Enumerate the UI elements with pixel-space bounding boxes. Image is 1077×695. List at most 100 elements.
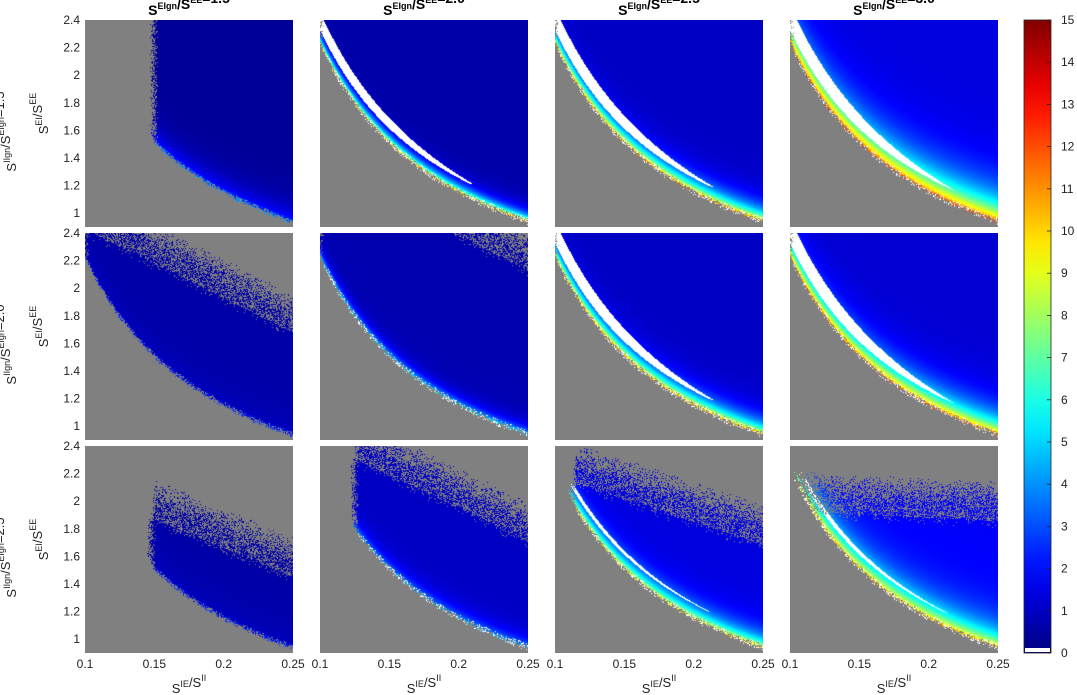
y-tick-label: 1 — [73, 419, 80, 433]
heatmap-cells — [85, 20, 293, 227]
heatmap-cells — [85, 233, 293, 440]
y-tick-label: 1.2 — [63, 392, 80, 406]
colorbar-tick-label: 6 — [1061, 393, 1068, 407]
y-tick-label: 2 — [73, 68, 80, 82]
colorbar-tick-label: 11 — [1061, 182, 1074, 196]
panel-r1-c4 — [790, 20, 998, 227]
colorbar-tick-label: 8 — [1061, 308, 1068, 322]
x-tick-label: 0.25 — [986, 657, 1010, 671]
colorbar-tick-label: 0 — [1061, 646, 1068, 660]
column-title: SEIgn/SEE=2.0 — [383, 0, 465, 18]
y-tick-label: 2.4 — [63, 439, 80, 453]
y-tick-label: 1.2 — [63, 605, 80, 619]
y-tick-label: 1.4 — [63, 151, 80, 165]
colorbar-tick-label: 10 — [1061, 224, 1075, 238]
heatmap-cells — [790, 20, 998, 227]
y-tick-label: 1.8 — [63, 309, 80, 323]
colorbar-tick-label: 1 — [1061, 604, 1068, 618]
x-tick-label: 0.2 — [450, 657, 467, 671]
heatmap-cells — [320, 446, 528, 653]
x-tick-label: 0.2 — [920, 657, 937, 671]
panel-r2-c2 — [320, 233, 528, 440]
x-tick-label: 0.1 — [77, 657, 94, 671]
heatmap-cells — [320, 233, 528, 440]
y-tick-label: 1.8 — [63, 522, 80, 536]
ticks-layer: 1 1.2 1.4 1.6 1.8 2 2.2 2.4 1 1.2 1.4 1.6 1.8 2 2.2 2.4… — [63, 13, 1010, 671]
colorbar-tick-label: 2 — [1061, 562, 1068, 576]
y-axis-label: SEI/SEE — [28, 519, 51, 561]
panel-r2-c1 — [85, 233, 293, 440]
panel-r3-c2 — [320, 446, 528, 653]
panel-r1-c3 — [555, 20, 763, 227]
y-tick-label: 1.6 — [63, 123, 80, 137]
colorbar-tick-label: 12 — [1061, 140, 1075, 154]
colorbar-white-band — [1025, 648, 1050, 652]
x-axis-label: SIE/SII — [407, 673, 442, 695]
y-axis-label: SEI/SEE — [28, 306, 51, 348]
x-tick-label: 0.2 — [215, 657, 232, 671]
colorbar-tick-label: 7 — [1061, 351, 1068, 365]
y-tick-label: 2 — [73, 494, 80, 508]
row-title: SIIgn/SEIgn=1.5 — [0, 91, 19, 171]
colorbar-tick-label: 15 — [1061, 13, 1075, 27]
y-tick-label: 2.4 — [63, 13, 80, 27]
panels-layer — [85, 20, 998, 653]
y-tick-label: 2.2 — [63, 254, 80, 268]
x-tick-label: 0.25 — [281, 657, 305, 671]
colorbar-tick-label: 4 — [1061, 477, 1068, 491]
y-tick-label: 2.2 — [63, 467, 80, 481]
x-tick-label: 0.15 — [613, 657, 637, 671]
x-tick-label: 0.25 — [751, 657, 775, 671]
x-tick-label: 0.1 — [782, 657, 799, 671]
y-tick-label: 1.6 — [63, 549, 80, 563]
x-tick-label: 0.15 — [143, 657, 167, 671]
y-axis-label: SEI/SEE — [28, 93, 51, 135]
y-tick-label: 2.4 — [63, 226, 80, 240]
y-tick-label: 1 — [73, 632, 80, 646]
y-tick-label: 1.4 — [63, 577, 80, 591]
colorbar-gradient — [1023, 19, 1052, 654]
x-tick-label: 0.1 — [312, 657, 329, 671]
x-tick-label: 0.15 — [378, 657, 402, 671]
panel-r3-c3 — [555, 446, 763, 653]
x-axis-label: SIE/SII — [877, 673, 912, 695]
row-title: SIIgn/SEIgn=2.5 — [0, 517, 19, 597]
panel-r3-c1 — [85, 446, 293, 653]
titles-layer: SEIgn/SEE=1.5 SEIgn/SEE=2.0 SEIgn/SEE=2.5 S… — [0, 0, 935, 695]
x-tick-label: 0.25 — [516, 657, 540, 671]
heatmap-cells — [555, 233, 763, 440]
heatmap-cells — [555, 20, 763, 227]
y-tick-label: 1.8 — [63, 96, 80, 110]
panel-r1-c1 — [85, 20, 293, 227]
heatmap-cells — [85, 446, 293, 653]
panel-r3-c4 — [790, 446, 998, 653]
heatmap-cells — [790, 233, 998, 440]
heatmap-cells — [790, 446, 998, 653]
heatmap-cells — [320, 20, 528, 227]
column-title: SEIgn/SEE=2.5 — [618, 0, 700, 18]
y-tick-label: 1.6 — [63, 336, 80, 350]
y-tick-label: 1.2 — [63, 179, 80, 193]
x-tick-label: 0.15 — [848, 657, 872, 671]
colorbar-tick-label: 5 — [1061, 435, 1068, 449]
x-tick-label: 0.2 — [685, 657, 702, 671]
colorbar-tick-label: 14 — [1061, 55, 1075, 69]
x-tick-label: 0.1 — [547, 657, 564, 671]
y-tick-label: 1 — [73, 206, 80, 220]
panel-r2-c4 — [790, 233, 998, 440]
heatmap-cells — [555, 446, 763, 653]
column-title: SEIgn/SEE=1.5 — [148, 0, 230, 18]
y-tick-label: 1.4 — [63, 364, 80, 378]
x-axis-label: SIE/SII — [172, 673, 207, 695]
colorbar-tick-label: 3 — [1061, 519, 1068, 533]
y-tick-label: 2.2 — [63, 41, 80, 55]
column-title: SEIgn/SEE=3.0 — [853, 0, 935, 18]
colorbar-tick-label: 9 — [1061, 266, 1068, 280]
colorbar-tick-label: 13 — [1061, 97, 1075, 111]
x-axis-label: SIE/SII — [642, 673, 677, 695]
panel-r1-c2 — [320, 20, 528, 227]
panel-r2-c3 — [555, 233, 763, 440]
y-tick-label: 2 — [73, 281, 80, 295]
